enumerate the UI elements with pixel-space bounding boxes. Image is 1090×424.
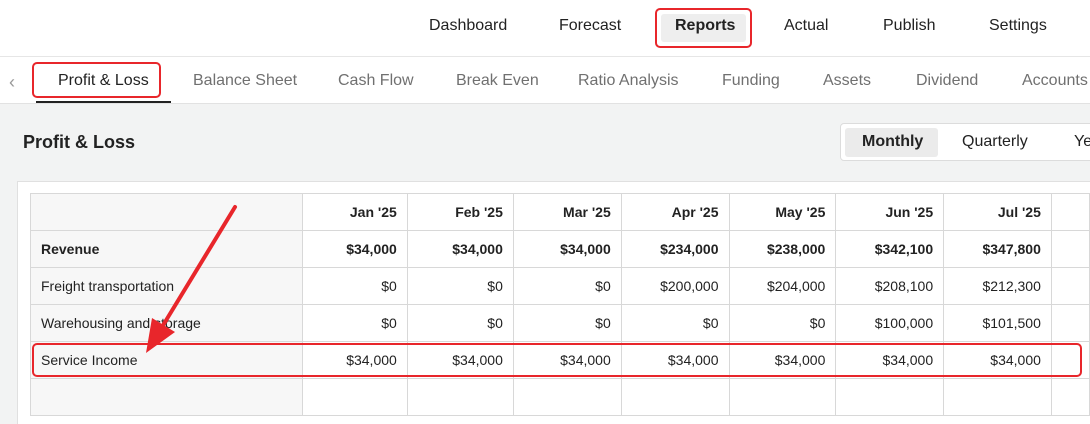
period-toggle: Monthly Quarterly Ye	[840, 123, 1090, 161]
column-header: Apr '25	[620, 193, 730, 231]
table-cell[interactable]: $212,300	[943, 267, 1052, 305]
header-label-cell	[30, 193, 303, 231]
table-cell[interactable]: $34,000	[512, 230, 622, 268]
row-label: Service Income	[30, 341, 303, 379]
reports-highlight-box	[655, 8, 752, 48]
table-cell-cutoff	[1050, 267, 1090, 305]
report-tabs: ‹ Profit & Loss Balance Sheet Cash Flow …	[0, 56, 1090, 104]
period-active-background	[845, 128, 938, 157]
table-cell[interactable]: $101,500	[943, 304, 1052, 342]
tab-accounts[interactable]: Accounts	[1022, 72, 1088, 89]
table-cell[interactable]: $100,000	[835, 304, 945, 342]
table-cell[interactable]: $0	[406, 267, 514, 305]
table-cell[interactable]: $0	[728, 304, 837, 342]
table-cell[interactable]: $208,100	[835, 267, 945, 305]
table-row-revenue: Revenue $34,000 $34,000 $34,000 $234,000…	[30, 230, 1090, 268]
table-cell-empty	[728, 378, 837, 416]
tab-ratio-analysis[interactable]: Ratio Analysis	[578, 72, 679, 89]
column-header: Jan '25	[301, 193, 408, 231]
table-cell[interactable]: $34,000	[943, 341, 1052, 379]
table-cell-empty	[512, 378, 622, 416]
nav-reports[interactable]: Reports	[675, 17, 736, 34]
table-row-warehousing: Warehousing and storage $0 $0 $0 $0 $0 $…	[30, 304, 1090, 342]
row-label: Revenue	[30, 230, 303, 268]
row-label: Freight transportation	[30, 267, 303, 305]
column-header: Jul '25	[943, 193, 1052, 231]
column-header-cutoff	[1050, 193, 1090, 231]
column-header: May '25	[728, 193, 837, 231]
nav-publish[interactable]: Publish	[883, 17, 936, 34]
table-cell[interactable]: $204,000	[728, 267, 837, 305]
reports-active-background	[661, 14, 746, 42]
table-cell[interactable]: $34,000	[728, 341, 837, 379]
table-cell-empty	[406, 378, 514, 416]
nav-settings[interactable]: Settings	[989, 17, 1047, 34]
nav-actual[interactable]: Actual	[784, 17, 829, 34]
table-cell-empty	[301, 378, 408, 416]
table-cell[interactable]: $0	[406, 304, 514, 342]
tab-break-even[interactable]: Break Even	[456, 72, 539, 89]
tab-funding[interactable]: Funding	[722, 72, 780, 89]
table-cell-cutoff	[1050, 341, 1090, 379]
tab-profit-loss[interactable]: Profit & Loss	[58, 72, 149, 89]
table-cell[interactable]: $34,000	[301, 341, 408, 379]
column-header: Mar '25	[512, 193, 622, 231]
table-cell-empty	[1050, 378, 1090, 416]
period-yearly-button[interactable]: Ye	[1074, 133, 1090, 150]
table-row-service-income: Service Income $34,000 $34,000 $34,000 $…	[30, 341, 1090, 379]
tab-balance-sheet[interactable]: Balance Sheet	[193, 72, 298, 89]
table-cell[interactable]: $234,000	[620, 230, 730, 268]
table-cell[interactable]: $34,000	[301, 230, 408, 268]
profit-loss-highlight-box	[32, 62, 161, 98]
table-cell[interactable]: $34,000	[620, 341, 730, 379]
table-cell[interactable]: $0	[620, 304, 730, 342]
active-tab-underline	[36, 101, 171, 103]
row-label-empty	[30, 378, 303, 416]
table-cell-cutoff	[1050, 304, 1090, 342]
table-cell[interactable]: $34,000	[406, 230, 514, 268]
top-navigation: Dashboard Forecast Reports Actual Publis…	[0, 0, 1090, 56]
table-cell-cutoff	[1050, 230, 1090, 268]
table-cell[interactable]: $34,000	[406, 341, 514, 379]
profit-loss-table: Jan '25 Feb '25 Mar '25 Apr '25 May '25 …	[30, 193, 1090, 416]
chevron-left-icon[interactable]: ‹	[9, 72, 15, 92]
page-title: Profit & Loss	[23, 132, 136, 152]
tab-assets[interactable]: Assets	[823, 72, 872, 89]
nav-dashboard[interactable]: Dashboard	[429, 17, 508, 34]
table-cell[interactable]: $0	[301, 267, 408, 305]
period-monthly-button[interactable]: Monthly	[862, 133, 924, 150]
row-label: Warehousing and storage	[30, 304, 303, 342]
table-row-freight: Freight transportation $0 $0 $0 $200,000…	[30, 267, 1090, 305]
column-header: Jun '25	[835, 193, 945, 231]
tab-dividend[interactable]: Dividend	[916, 72, 979, 89]
table-cell[interactable]: $200,000	[620, 267, 730, 305]
table-cell[interactable]: $347,800	[943, 230, 1052, 268]
table-cell[interactable]: $342,100	[835, 230, 945, 268]
table-cell[interactable]: $0	[512, 304, 622, 342]
table-cell[interactable]: $34,000	[835, 341, 945, 379]
table-cell[interactable]: $0	[301, 304, 408, 342]
table-cell-empty	[620, 378, 730, 416]
tab-cash-flow[interactable]: Cash Flow	[338, 72, 414, 89]
table-header-row: Jan '25 Feb '25 Mar '25 Apr '25 May '25 …	[30, 193, 1090, 231]
table-row-empty	[30, 378, 1090, 416]
period-quarterly-button[interactable]: Quarterly	[962, 133, 1028, 150]
table-cell-empty	[835, 378, 945, 416]
nav-forecast[interactable]: Forecast	[559, 17, 622, 34]
table-cell[interactable]: $34,000	[512, 341, 622, 379]
table-cell[interactable]: $0	[512, 267, 622, 305]
table-cell[interactable]: $238,000	[728, 230, 837, 268]
table-cell-empty	[943, 378, 1052, 416]
column-header: Feb '25	[406, 193, 514, 231]
